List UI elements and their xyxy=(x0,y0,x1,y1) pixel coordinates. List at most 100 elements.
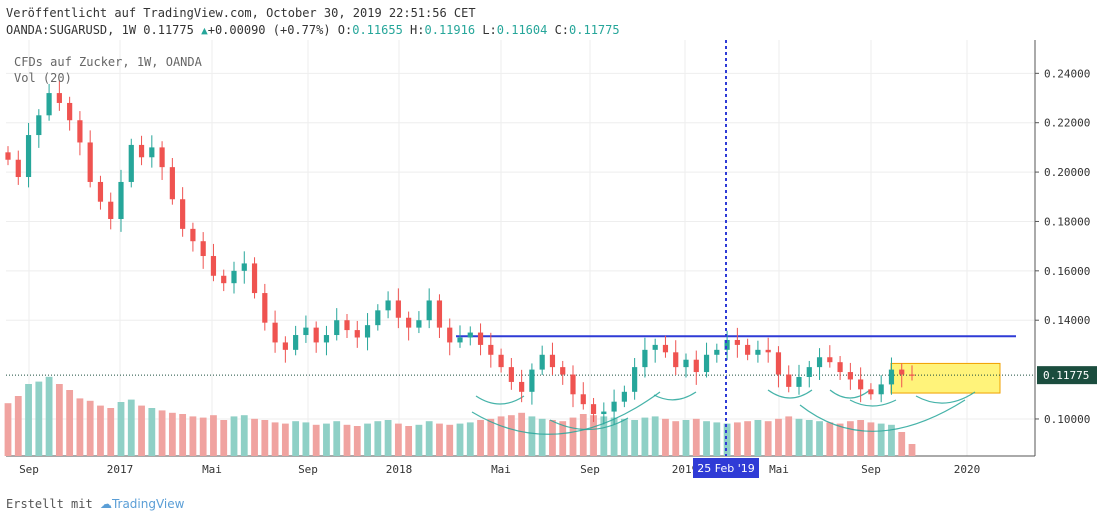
volume-bar xyxy=(672,421,680,456)
candle-body xyxy=(878,384,884,395)
volume-bar xyxy=(641,417,649,456)
volume-bar xyxy=(908,444,916,456)
candle-body xyxy=(488,344,494,355)
volume-bar xyxy=(898,432,906,456)
ohlc-line: OANDA:SUGARUSD, 1W 0.11775 ▲+0.00090 (+0… xyxy=(6,23,620,37)
volume-bar xyxy=(251,418,258,456)
candle-body xyxy=(519,381,525,392)
volume-bar xyxy=(764,421,772,456)
candle-body xyxy=(693,359,699,373)
volume-bar xyxy=(302,422,310,456)
candle-body xyxy=(703,354,710,373)
volume-bar xyxy=(754,420,762,456)
volume-bar xyxy=(569,417,577,456)
candle-body xyxy=(385,300,391,311)
volume-bar xyxy=(230,416,238,456)
volume-bar xyxy=(127,399,135,456)
volume-bar xyxy=(744,421,752,456)
candle-body xyxy=(580,394,586,405)
volume-bar xyxy=(682,420,690,456)
chart-legend-title: CFDs auf Zucker, 1W, OANDA xyxy=(14,55,202,69)
volume-bar xyxy=(826,422,834,456)
volume-bar xyxy=(888,424,895,456)
volume-bar xyxy=(66,390,74,456)
candle-body xyxy=(180,199,186,229)
candle-body xyxy=(457,337,463,343)
candle-body xyxy=(56,93,62,103)
candle-body xyxy=(467,332,473,338)
open-value: 0.11655 xyxy=(352,23,403,37)
candle-body xyxy=(786,374,792,387)
volume-bar xyxy=(846,421,854,456)
candle-body xyxy=(282,342,288,350)
candle-body xyxy=(837,362,843,373)
tradingview-logo-icon[interactable]: ☁ xyxy=(99,497,112,511)
up-triangle-icon: ▲ xyxy=(201,24,208,37)
pattern-arc xyxy=(549,417,629,431)
volume-bar xyxy=(240,415,248,456)
candle-body xyxy=(827,357,833,363)
candle-body xyxy=(97,181,104,202)
candle-body xyxy=(673,352,679,368)
candle-body xyxy=(36,115,42,136)
candle-body xyxy=(560,367,566,375)
candle-body xyxy=(190,228,196,242)
candle-body xyxy=(77,120,83,143)
candle-body xyxy=(632,367,638,392)
pattern-arc xyxy=(653,391,697,401)
candle-body xyxy=(765,349,771,353)
candle-body xyxy=(796,376,802,387)
volume-bar xyxy=(703,421,710,456)
candle-body xyxy=(159,147,165,168)
volume-bar xyxy=(292,421,300,456)
last-price-label: 0.11775 xyxy=(1043,369,1089,382)
candle-body xyxy=(334,320,340,336)
symbol-label: OANDA:SUGARUSD, 1W xyxy=(6,23,137,37)
volume-bar xyxy=(600,416,608,456)
volume-bar xyxy=(805,420,813,456)
volume-bar xyxy=(590,415,597,456)
volume-bar xyxy=(733,422,741,456)
y-tick-label: 0.20000 xyxy=(1044,166,1090,179)
candle-body xyxy=(67,102,73,121)
volume-bar xyxy=(620,418,628,456)
tradingview-brand[interactable]: TradingView xyxy=(111,497,185,511)
candle-body xyxy=(858,379,864,390)
candle-body xyxy=(498,354,504,368)
candle-body xyxy=(652,344,658,350)
volume-bar xyxy=(436,423,443,456)
volume-bar xyxy=(25,384,32,456)
candle-body xyxy=(601,411,607,415)
candle-body xyxy=(816,357,823,368)
candle-body xyxy=(406,317,412,328)
candle-body xyxy=(241,263,247,271)
candle-body xyxy=(344,320,350,331)
candle-body xyxy=(611,401,617,412)
volume-bar xyxy=(631,420,639,456)
volume-bar xyxy=(168,412,176,456)
volume-bar xyxy=(45,376,53,456)
volume-bar xyxy=(4,403,12,456)
chart-area[interactable]: 0.24000 0.22000 0.20000 0.18000 0.16000 0.140… xyxy=(0,40,1100,483)
volume-bar xyxy=(117,402,125,456)
volume-bar xyxy=(549,420,556,456)
pattern-arc xyxy=(471,391,661,435)
candle-body xyxy=(15,159,21,178)
candle-body xyxy=(87,142,93,182)
volume-bar xyxy=(14,396,22,456)
last-price: 0.11775 xyxy=(143,23,194,37)
volume-bar xyxy=(364,423,371,456)
volume-bar xyxy=(76,398,84,456)
volume-bar xyxy=(261,420,269,456)
candle-body xyxy=(354,330,360,338)
high-label: H: xyxy=(410,23,425,37)
x-tick-label: 2017 xyxy=(107,463,134,476)
pattern-arc xyxy=(475,395,525,405)
volume-bar xyxy=(179,414,187,456)
candle-body xyxy=(303,327,309,336)
close-value: 0.11775 xyxy=(569,23,620,37)
volume-bar xyxy=(323,423,330,456)
candle-body xyxy=(262,293,268,323)
created-with-label: Erstellt mit xyxy=(6,497,93,511)
footer: Erstellt mit ☁TradingView xyxy=(6,497,184,511)
